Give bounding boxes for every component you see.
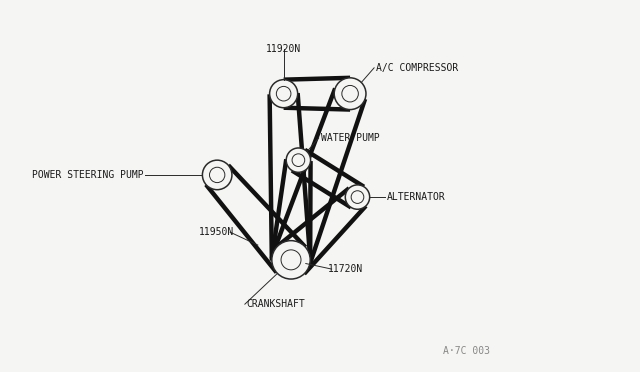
Circle shape <box>334 78 366 110</box>
Circle shape <box>269 80 298 108</box>
Text: 11720N: 11720N <box>328 264 363 274</box>
Text: 11950N: 11950N <box>198 227 234 237</box>
Text: 11920N: 11920N <box>266 44 301 54</box>
Circle shape <box>272 241 310 279</box>
Circle shape <box>346 185 370 209</box>
Circle shape <box>286 148 310 172</box>
Circle shape <box>202 160 232 190</box>
Text: WATER PUMP: WATER PUMP <box>321 133 380 143</box>
Text: POWER STEERING PUMP: POWER STEERING PUMP <box>32 170 143 180</box>
Text: A/C COMPRESSOR: A/C COMPRESSOR <box>376 63 458 73</box>
Text: CRANKSHAFT: CRANKSHAFT <box>246 299 305 309</box>
Text: ALTERNATOR: ALTERNATOR <box>387 192 446 202</box>
Text: A·7C 003: A·7C 003 <box>444 346 490 356</box>
